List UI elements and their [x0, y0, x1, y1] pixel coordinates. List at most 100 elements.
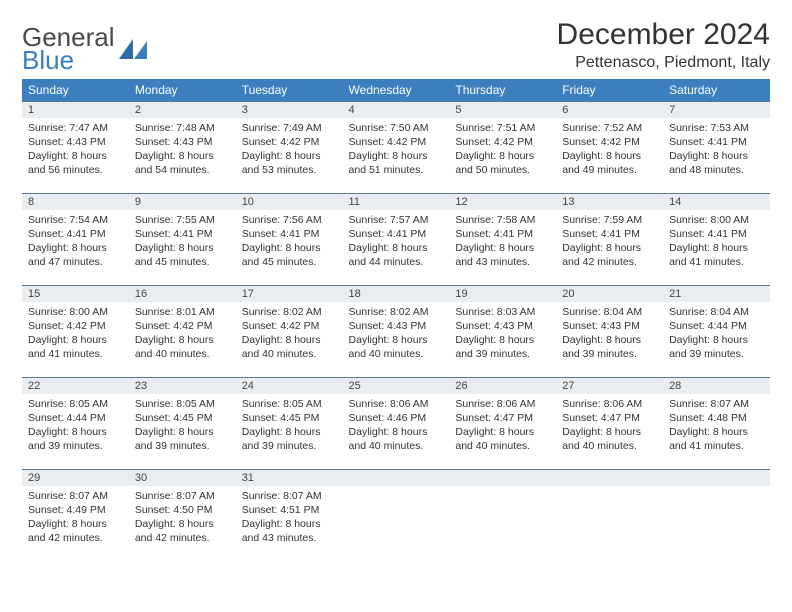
day-details: Sunrise: 7:56 AMSunset: 4:41 PMDaylight:… — [236, 210, 343, 274]
day-details: Sunrise: 8:07 AMSunset: 4:50 PMDaylight:… — [129, 486, 236, 550]
calendar-day-cell: 30Sunrise: 8:07 AMSunset: 4:50 PMDayligh… — [129, 469, 236, 561]
calendar-day-cell: 4Sunrise: 7:50 AMSunset: 4:42 PMDaylight… — [343, 101, 450, 193]
daylight-line2: and 42 minutes. — [28, 531, 123, 545]
sunrise-text: Sunrise: 7:51 AM — [455, 121, 550, 135]
day-details: Sunrise: 8:05 AMSunset: 4:45 PMDaylight:… — [129, 394, 236, 458]
daylight-line2: and 39 minutes. — [242, 439, 337, 453]
day-details: Sunrise: 8:04 AMSunset: 4:43 PMDaylight:… — [556, 302, 663, 366]
day-number: 2 — [129, 101, 236, 118]
sunset-text: Sunset: 4:44 PM — [669, 319, 764, 333]
daylight-line1: Daylight: 8 hours — [242, 425, 337, 439]
daylight-line1: Daylight: 8 hours — [135, 241, 230, 255]
sail-icon — [119, 39, 147, 59]
daylight-line2: and 39 minutes. — [455, 347, 550, 361]
sunrise-text: Sunrise: 8:03 AM — [455, 305, 550, 319]
daylight-line1: Daylight: 8 hours — [455, 333, 550, 347]
daylight-line2: and 54 minutes. — [135, 163, 230, 177]
sunrise-text: Sunrise: 8:07 AM — [28, 489, 123, 503]
sunset-text: Sunset: 4:47 PM — [562, 411, 657, 425]
sunrise-text: Sunrise: 7:59 AM — [562, 213, 657, 227]
day-number: 13 — [556, 193, 663, 210]
day-details: Sunrise: 8:04 AMSunset: 4:44 PMDaylight:… — [663, 302, 770, 366]
sunset-text: Sunset: 4:41 PM — [349, 227, 444, 241]
day-details: Sunrise: 8:07 AMSunset: 4:48 PMDaylight:… — [663, 394, 770, 458]
daylight-line1: Daylight: 8 hours — [135, 149, 230, 163]
daylight-line1: Daylight: 8 hours — [28, 241, 123, 255]
day-number: 29 — [22, 469, 129, 486]
calendar-day-cell: 10Sunrise: 7:56 AMSunset: 4:41 PMDayligh… — [236, 193, 343, 285]
day-details: Sunrise: 7:50 AMSunset: 4:42 PMDaylight:… — [343, 118, 450, 182]
calendar-day-cell: 14Sunrise: 8:00 AMSunset: 4:41 PMDayligh… — [663, 193, 770, 285]
sunrise-text: Sunrise: 8:01 AM — [135, 305, 230, 319]
sunrise-text: Sunrise: 8:04 AM — [669, 305, 764, 319]
daylight-line1: Daylight: 8 hours — [135, 425, 230, 439]
calendar-day-cell: 23Sunrise: 8:05 AMSunset: 4:45 PMDayligh… — [129, 377, 236, 469]
day-number: 27 — [556, 377, 663, 394]
day-details: Sunrise: 7:53 AMSunset: 4:41 PMDaylight:… — [663, 118, 770, 182]
sunrise-text: Sunrise: 7:49 AM — [242, 121, 337, 135]
day-details: Sunrise: 7:55 AMSunset: 4:41 PMDaylight:… — [129, 210, 236, 274]
daylight-line1: Daylight: 8 hours — [455, 241, 550, 255]
calendar-day-cell: 2Sunrise: 7:48 AMSunset: 4:43 PMDaylight… — [129, 101, 236, 193]
calendar-day-cell: 12Sunrise: 7:58 AMSunset: 4:41 PMDayligh… — [449, 193, 556, 285]
day-number: 9 — [129, 193, 236, 210]
day-details: Sunrise: 7:52 AMSunset: 4:42 PMDaylight:… — [556, 118, 663, 182]
day-number: 21 — [663, 285, 770, 302]
daylight-line2: and 51 minutes. — [349, 163, 444, 177]
calendar-day-cell: 5Sunrise: 7:51 AMSunset: 4:42 PMDaylight… — [449, 101, 556, 193]
sunset-text: Sunset: 4:50 PM — [135, 503, 230, 517]
day-number: 23 — [129, 377, 236, 394]
calendar-day-cell: 7Sunrise: 7:53 AMSunset: 4:41 PMDaylight… — [663, 101, 770, 193]
daylight-line1: Daylight: 8 hours — [562, 241, 657, 255]
brand-word-2: Blue — [22, 45, 74, 75]
day-details: Sunrise: 8:01 AMSunset: 4:42 PMDaylight:… — [129, 302, 236, 366]
sunrise-text: Sunrise: 8:00 AM — [28, 305, 123, 319]
sunrise-text: Sunrise: 8:06 AM — [562, 397, 657, 411]
calendar-day-cell — [449, 469, 556, 561]
sunset-text: Sunset: 4:41 PM — [562, 227, 657, 241]
sunrise-text: Sunrise: 8:06 AM — [349, 397, 444, 411]
sunrise-text: Sunrise: 7:50 AM — [349, 121, 444, 135]
sunset-text: Sunset: 4:41 PM — [669, 135, 764, 149]
calendar-day-cell: 28Sunrise: 8:07 AMSunset: 4:48 PMDayligh… — [663, 377, 770, 469]
daylight-line1: Daylight: 8 hours — [349, 149, 444, 163]
calendar-day-cell — [663, 469, 770, 561]
sunset-text: Sunset: 4:45 PM — [135, 411, 230, 425]
sunset-text: Sunset: 4:42 PM — [242, 135, 337, 149]
sunset-text: Sunset: 4:46 PM — [349, 411, 444, 425]
daylight-line1: Daylight: 8 hours — [349, 333, 444, 347]
day-number: 8 — [22, 193, 129, 210]
day-details: Sunrise: 7:54 AMSunset: 4:41 PMDaylight:… — [22, 210, 129, 274]
day-number: 14 — [663, 193, 770, 210]
daylight-line2: and 48 minutes. — [669, 163, 764, 177]
daylight-line1: Daylight: 8 hours — [242, 149, 337, 163]
calendar-day-cell: 19Sunrise: 8:03 AMSunset: 4:43 PMDayligh… — [449, 285, 556, 377]
daylight-line2: and 39 minutes. — [135, 439, 230, 453]
day-details: Sunrise: 8:05 AMSunset: 4:45 PMDaylight:… — [236, 394, 343, 458]
calendar-week-row: 15Sunrise: 8:00 AMSunset: 4:42 PMDayligh… — [22, 285, 770, 377]
sunrise-text: Sunrise: 8:05 AM — [28, 397, 123, 411]
calendar-day-cell: 21Sunrise: 8:04 AMSunset: 4:44 PMDayligh… — [663, 285, 770, 377]
sunrise-text: Sunrise: 7:55 AM — [135, 213, 230, 227]
day-details: Sunrise: 8:07 AMSunset: 4:49 PMDaylight:… — [22, 486, 129, 550]
daylight-line2: and 40 minutes. — [135, 347, 230, 361]
daylight-line1: Daylight: 8 hours — [242, 333, 337, 347]
sunset-text: Sunset: 4:49 PM — [28, 503, 123, 517]
sunrise-text: Sunrise: 7:57 AM — [349, 213, 444, 227]
sunrise-text: Sunrise: 8:07 AM — [669, 397, 764, 411]
daylight-line1: Daylight: 8 hours — [562, 149, 657, 163]
day-details: Sunrise: 8:02 AMSunset: 4:43 PMDaylight:… — [343, 302, 450, 366]
day-number: 20 — [556, 285, 663, 302]
calendar-week-row: 22Sunrise: 8:05 AMSunset: 4:44 PMDayligh… — [22, 377, 770, 469]
calendar-day-cell — [556, 469, 663, 561]
day-details: Sunrise: 8:06 AMSunset: 4:47 PMDaylight:… — [449, 394, 556, 458]
sunset-text: Sunset: 4:43 PM — [455, 319, 550, 333]
header: General Blue December 2024 Pettenasco, P… — [22, 18, 770, 73]
sunrise-text: Sunrise: 7:47 AM — [28, 121, 123, 135]
sunset-text: Sunset: 4:45 PM — [242, 411, 337, 425]
daylight-line2: and 50 minutes. — [455, 163, 550, 177]
sunrise-text: Sunrise: 8:07 AM — [135, 489, 230, 503]
sunset-text: Sunset: 4:44 PM — [28, 411, 123, 425]
day-number: 31 — [236, 469, 343, 486]
sunset-text: Sunset: 4:51 PM — [242, 503, 337, 517]
